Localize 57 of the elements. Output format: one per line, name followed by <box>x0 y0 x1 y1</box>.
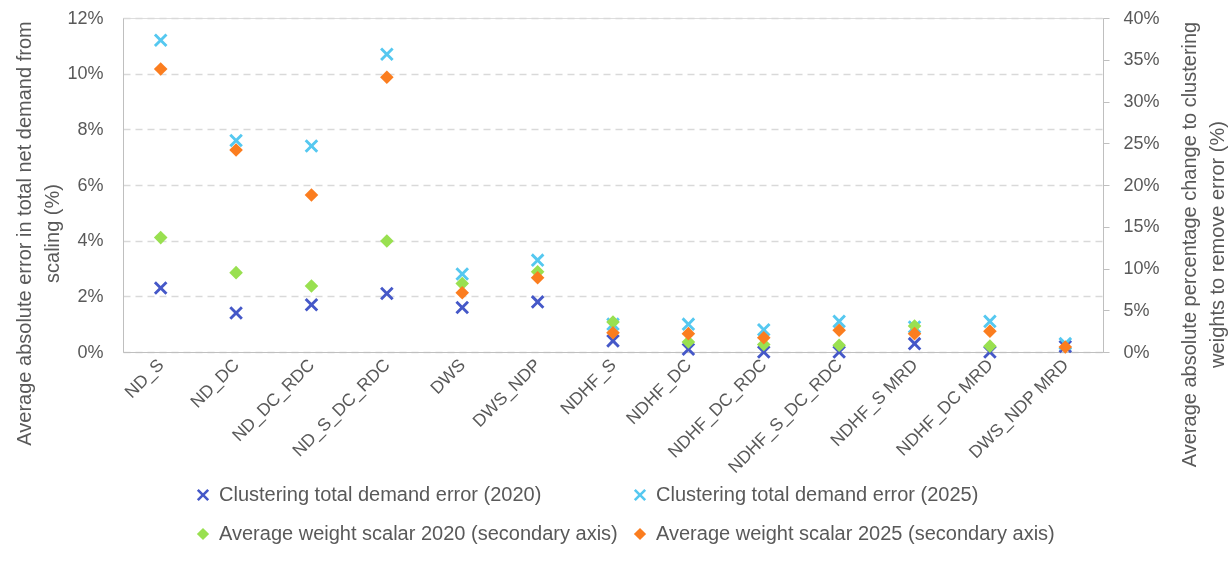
point <box>907 336 922 351</box>
point <box>153 33 168 48</box>
point <box>455 276 470 291</box>
legend-label: Average weight scalar 2025 (secondary axis) <box>656 522 1055 544</box>
point <box>153 281 168 295</box>
point <box>304 279 319 293</box>
point <box>229 306 243 320</box>
y2-tick-label: 35% <box>1123 49 1160 70</box>
point <box>229 143 243 157</box>
y2-tick-label: 20% <box>1123 174 1160 195</box>
y2-tick-label: 25% <box>1123 132 1160 153</box>
y-tick-label: 8% <box>77 118 104 139</box>
y-axis-title: Average absolute error in total net demand from scaling (%) <box>13 21 64 446</box>
legend-label: Clustering total demand error (2025) <box>656 483 979 505</box>
y2-tick-label: 10% <box>1123 258 1160 278</box>
y2-tick-label: 40% <box>1123 7 1160 28</box>
point <box>304 139 319 153</box>
point <box>455 300 470 315</box>
y-tick-label: 2% <box>77 285 104 306</box>
point <box>681 317 696 331</box>
y-tick-label: 12% <box>67 7 104 28</box>
y2-tick-label: 15% <box>1123 216 1160 237</box>
point <box>304 188 319 202</box>
y-tick-label: 0% <box>77 341 104 362</box>
point <box>983 314 997 329</box>
point <box>530 295 545 309</box>
point <box>229 265 243 280</box>
point <box>455 267 470 281</box>
y-tick-label: 6% <box>77 174 104 195</box>
point <box>983 339 997 353</box>
point <box>832 314 846 329</box>
point <box>455 285 470 300</box>
point <box>832 338 846 353</box>
point <box>681 326 696 341</box>
point <box>229 133 243 148</box>
y2-tick-label: 30% <box>1123 91 1160 111</box>
point <box>530 253 545 267</box>
point <box>304 297 319 312</box>
point <box>380 47 394 61</box>
y-tick-label: 4% <box>77 230 104 251</box>
point <box>907 326 922 341</box>
y-tick-label: 10% <box>67 63 104 84</box>
point <box>832 323 846 338</box>
legend-label: Average weight scalar 2020 (secondary axis) <box>219 522 618 544</box>
point <box>380 70 394 85</box>
y2-axis-title: Average absolute percentage change to clustering weights to remove error (%) <box>1177 21 1228 468</box>
point <box>983 324 997 338</box>
point <box>380 234 394 248</box>
point <box>153 230 168 245</box>
point <box>606 325 620 340</box>
point <box>380 286 394 301</box>
point <box>153 62 168 76</box>
point <box>756 331 771 345</box>
legend-label: Clustering total demand error (2020) <box>219 483 542 505</box>
y2-tick-label: 0% <box>1123 341 1150 362</box>
point <box>530 270 545 285</box>
y2-tick-label: 5% <box>1123 299 1150 320</box>
